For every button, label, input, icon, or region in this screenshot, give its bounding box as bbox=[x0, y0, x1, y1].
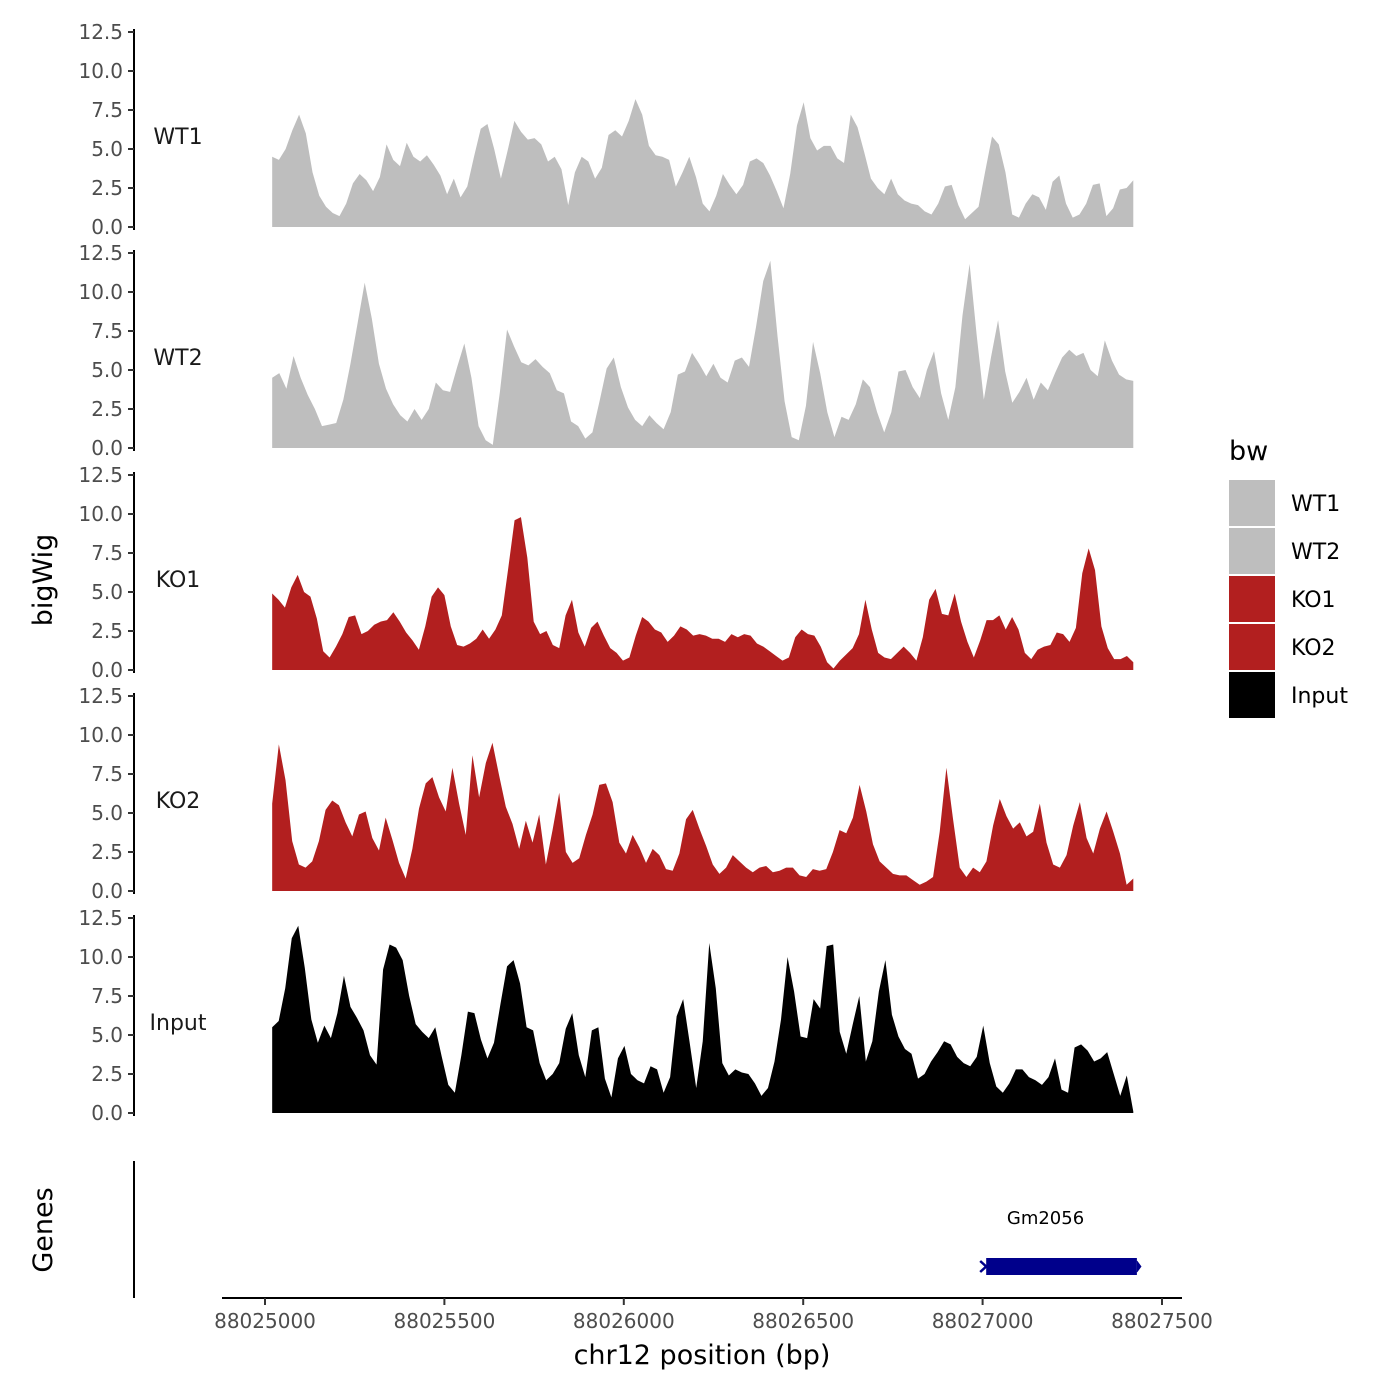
y-tick-label: 2.5 bbox=[91, 1062, 123, 1086]
coverage-area-wt2 bbox=[272, 260, 1134, 448]
bigwig-tracks: 0.0 2.5 5.0 7.5 10.0 12.5 WT1 0.0 2.5 5.0 7.5 10.0 1… bbox=[78, 20, 1134, 1125]
legend-swatch bbox=[1229, 528, 1275, 574]
y-tick-label: 5.0 bbox=[91, 801, 123, 825]
legend-item-ko1: KO1 bbox=[1229, 576, 1336, 622]
y-tick-label: 10.0 bbox=[78, 502, 123, 526]
y-tick-label: 2.5 bbox=[91, 176, 123, 200]
track-label-ko2: KO2 bbox=[156, 789, 201, 814]
y-tick-label: 12.5 bbox=[78, 20, 123, 44]
y-tick-label: 5.0 bbox=[91, 137, 123, 161]
legend-item-wt2: WT2 bbox=[1229, 528, 1340, 574]
coverage-area-wt1 bbox=[272, 99, 1134, 227]
coverage-area-input bbox=[272, 925, 1134, 1113]
y-tick-label: 5.0 bbox=[91, 580, 123, 604]
track-label-wt1: WT1 bbox=[153, 125, 202, 150]
y-tick-label: 7.5 bbox=[91, 319, 123, 343]
x-axis-title: chr12 position (bp) bbox=[574, 1340, 831, 1371]
y-tick-label: 0.0 bbox=[91, 658, 123, 682]
legend-label: WT1 bbox=[1291, 492, 1340, 517]
legend: bw WT1 WT2 KO1 KO2 Input bbox=[1229, 436, 1348, 718]
y-tick-label: 7.5 bbox=[91, 762, 123, 786]
legend-swatch bbox=[1229, 672, 1275, 718]
legend-item-input: Input bbox=[1229, 672, 1348, 718]
x-tick-label: 88025000 bbox=[214, 1309, 316, 1333]
legend-swatch bbox=[1229, 576, 1275, 622]
y-tick-label: 2.5 bbox=[91, 840, 123, 864]
x-axis-ticks: 88025000 88025500 88026000 88026500 88027000… bbox=[214, 1298, 1213, 1333]
coverage-area-ko2 bbox=[272, 742, 1134, 891]
gene-strand-marker bbox=[979, 1260, 989, 1273]
y-tick-label: 10.0 bbox=[78, 723, 123, 747]
y-tick-label: 0.0 bbox=[91, 436, 123, 460]
legend-swatch bbox=[1229, 480, 1275, 526]
coverage-area-ko1 bbox=[272, 517, 1134, 670]
y-tick-label: 10.0 bbox=[78, 59, 123, 83]
gene-items: Gm2056 bbox=[979, 1208, 1142, 1275]
gene-end-marker bbox=[1136, 1260, 1142, 1273]
y-tick-label: 7.5 bbox=[91, 541, 123, 565]
x-tick-label: 88027500 bbox=[1111, 1309, 1213, 1333]
legend-title: bw bbox=[1229, 436, 1268, 467]
y-tick-label: 7.5 bbox=[91, 98, 123, 122]
y-tick-label: 7.5 bbox=[91, 984, 123, 1008]
genes-axis-title: Genes bbox=[28, 1187, 59, 1272]
legend-item-wt1: WT1 bbox=[1229, 480, 1340, 526]
gene-label: Gm2056 bbox=[1007, 1208, 1084, 1229]
legend-label: Input bbox=[1291, 684, 1348, 709]
track-label-wt2: WT2 bbox=[153, 346, 202, 371]
track-wt1: 0.0 2.5 5.0 7.5 10.0 12.5 WT1 bbox=[78, 20, 1134, 239]
x-axis: 88025000 88025500 88026000 88026500 88027000… bbox=[214, 1297, 1213, 1371]
y-tick-label: 10.0 bbox=[78, 280, 123, 304]
y-tick-label: 5.0 bbox=[91, 358, 123, 382]
y-axis-title: bigWig bbox=[28, 534, 59, 627]
track-wt2: 0.0 2.5 5.0 7.5 10.0 12.5 WT2 bbox=[78, 241, 1134, 460]
x-tick-label: 88027000 bbox=[932, 1309, 1034, 1333]
track-label-ko1: KO1 bbox=[156, 568, 201, 593]
gene-body bbox=[986, 1258, 1137, 1275]
gene-gm2056: Gm2056 bbox=[979, 1208, 1142, 1275]
y-tick-label: 10.0 bbox=[78, 945, 123, 969]
legend-label: WT2 bbox=[1291, 540, 1340, 565]
legend-item-ko2: KO2 bbox=[1229, 624, 1336, 670]
y-tick-label: 0.0 bbox=[91, 879, 123, 903]
y-tick-label: 0.0 bbox=[91, 215, 123, 239]
track-ko2: 0.0 2.5 5.0 7.5 10.0 12.5 KO2 bbox=[78, 684, 1134, 903]
x-tick-label: 88026000 bbox=[573, 1309, 675, 1333]
y-tick-label: 2.5 bbox=[91, 619, 123, 643]
legend-items: WT1 WT2 KO1 KO2 Input bbox=[1229, 480, 1348, 718]
track-ko1: 0.0 2.5 5.0 7.5 10.0 12.5 KO1 bbox=[78, 463, 1134, 682]
y-tick-label: 12.5 bbox=[78, 463, 123, 487]
y-tick-label: 2.5 bbox=[91, 397, 123, 421]
y-tick-label: 5.0 bbox=[91, 1023, 123, 1047]
x-tick-label: 88026500 bbox=[752, 1309, 854, 1333]
track-input: 0.0 2.5 5.0 7.5 10.0 12.5 Input bbox=[78, 906, 1134, 1125]
legend-swatch bbox=[1229, 624, 1275, 670]
legend-label: KO1 bbox=[1291, 588, 1336, 613]
y-tick-label: 0.0 bbox=[91, 1101, 123, 1125]
genes-panel: Genes Gm2056 bbox=[28, 1161, 1142, 1298]
y-tick-label: 12.5 bbox=[78, 684, 123, 708]
y-tick-label: 12.5 bbox=[78, 241, 123, 265]
x-tick-label: 88025500 bbox=[394, 1309, 496, 1333]
y-tick-label: 12.5 bbox=[78, 906, 123, 930]
legend-label: KO2 bbox=[1291, 636, 1336, 661]
track-label-input: Input bbox=[150, 1011, 207, 1036]
